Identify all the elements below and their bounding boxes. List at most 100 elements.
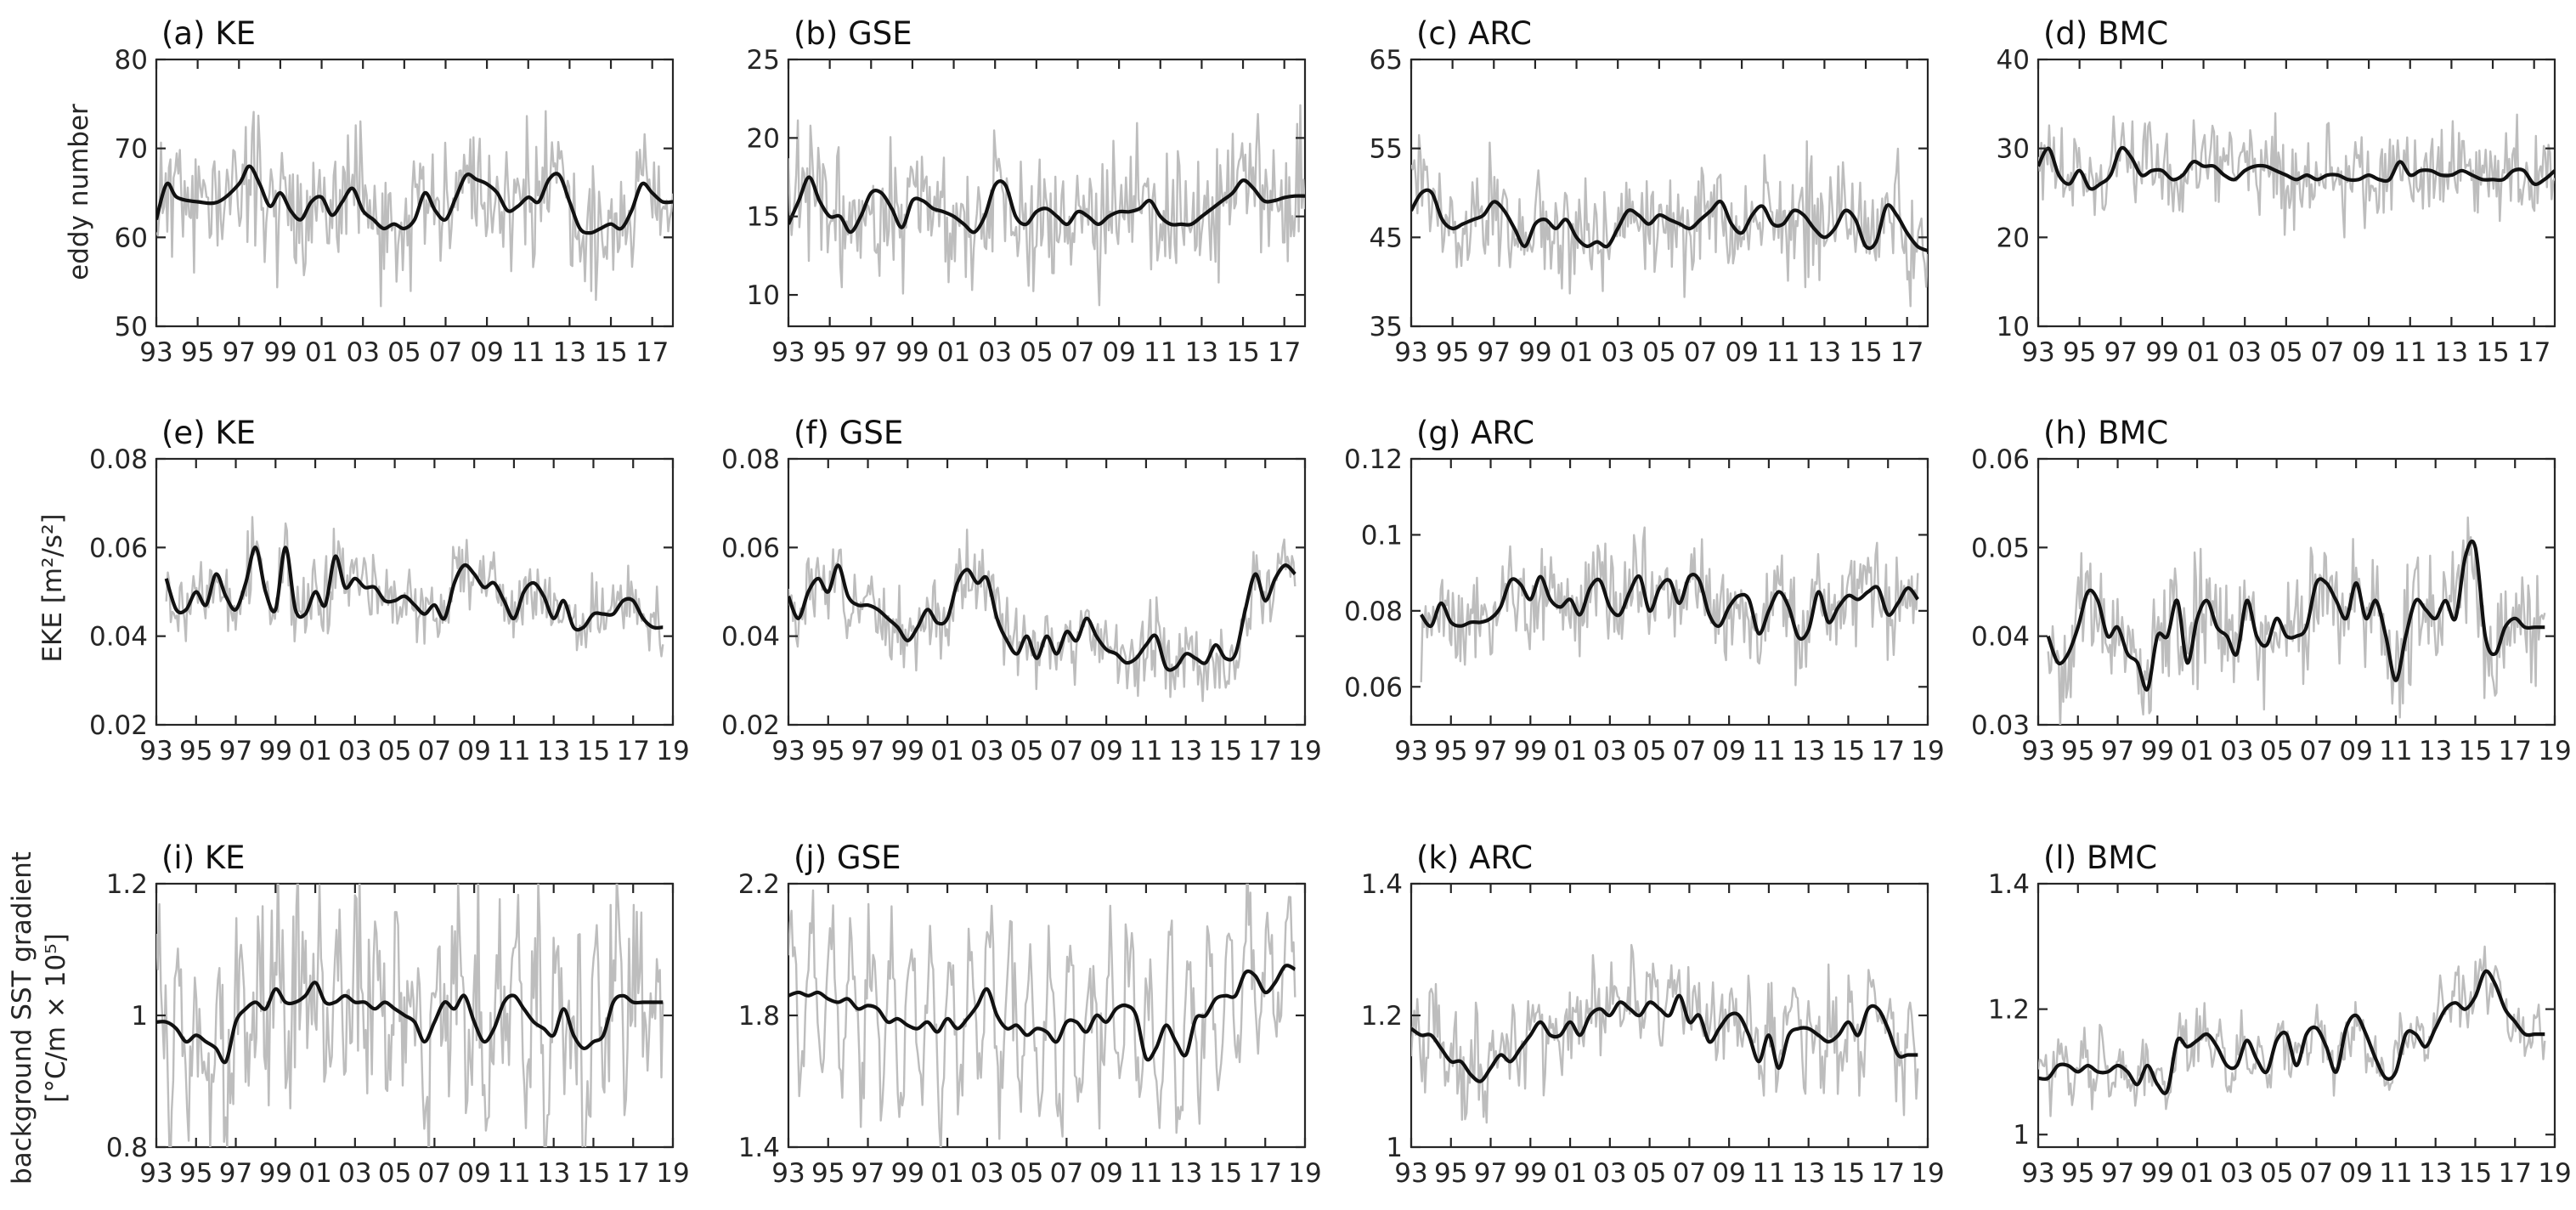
- panel-9-xtick-label-10: 13: [537, 1158, 570, 1189]
- panel-3-xtick-label-5: 03: [1601, 337, 1634, 368]
- panel-11-raw-series: [1411, 943, 1919, 1124]
- panel-10-xtick-label-1: 95: [811, 1158, 845, 1189]
- panel-6-ytick-label-1: 0.04: [721, 622, 780, 653]
- panel-12-xtick-label-13: 19: [2538, 1158, 2571, 1189]
- panel-4: 10 20 30 40 93 95 97 99 01 03 05 07 09 11 13 15 17 (d) BM…: [1997, 15, 2556, 368]
- panel-8-ytick-label-2: 0.05: [1971, 533, 2030, 563]
- panel-2-ytick-label-0: 10: [747, 280, 780, 311]
- panel-1-xtick-label-12: 17: [636, 337, 669, 368]
- panel-5: 0.02 0.04 0.06 0.08 93 95 97 99 01 03 05 07 09 11 13 15…: [89, 415, 690, 766]
- panel-5-ytick-label-0: 0.02: [89, 710, 148, 741]
- panel-11-xtick-label-7: 07: [1673, 1158, 1706, 1189]
- panel-9-xtick-label-5: 03: [338, 1158, 371, 1189]
- panel-12-ytick-label-0: 1: [2013, 1120, 2030, 1151]
- panel-11-xtick-label-0: 93: [1394, 1158, 1427, 1189]
- panel-10-xtick-label-4: 01: [930, 1158, 963, 1189]
- panel-5-xtick-label-5: 03: [338, 736, 371, 766]
- panel-4-ytick-label-2: 30: [1997, 134, 2030, 165]
- panel-12-ytick-label-2: 1.4: [1988, 869, 2030, 900]
- panel-8: 0.03 0.04 0.05 0.06 93 95 97 99 01 03 05 07 09 11 13 15…: [1971, 415, 2572, 766]
- panel-11-xtick-label-9: 11: [1752, 1158, 1785, 1189]
- panel-2-raw-series: [788, 104, 1305, 307]
- panel-11-ytick-label-1: 1.2: [1361, 1001, 1403, 1032]
- panel-5-xtick-label-6: 05: [378, 736, 411, 766]
- panel-4-ytick-label-1: 20: [1997, 223, 2030, 253]
- panel-2: 10 15 20 25 93 95 97 99 01 03 05 07 09 11 13 15 17 (b) GS…: [747, 15, 1307, 368]
- panel-2-xtick-label-9: 11: [1144, 337, 1177, 368]
- panel-12-xtick-label-10: 13: [2419, 1158, 2452, 1189]
- panel-9-xtick-label-7: 07: [418, 1158, 451, 1189]
- panel-8-xtick-label-5: 03: [2220, 736, 2253, 766]
- panel-4-ytick-label-0: 10: [1997, 312, 2030, 342]
- panel-2-xtick-label-4: 01: [937, 337, 970, 368]
- panel-1-ytick-label-3: 80: [115, 45, 148, 76]
- panel-12-xtick-label-5: 03: [2220, 1158, 2253, 1189]
- panel-2-xtick-label-3: 99: [895, 337, 929, 368]
- panel-3-raw-series: [1411, 133, 1928, 308]
- panel-4-xtick-label-6: 05: [2269, 337, 2302, 368]
- panel-5-xtick-label-9: 11: [497, 736, 530, 766]
- panel-11-xtick-label-6: 05: [1633, 1158, 1666, 1189]
- panel-8-xtick-label-11: 15: [2459, 736, 2492, 766]
- panel-5-xtick-label-4: 01: [298, 736, 331, 766]
- panel-10-xtick-label-6: 05: [1010, 1158, 1043, 1189]
- panel-3-xtick-label-12: 17: [1890, 337, 1924, 368]
- panel-1: 50 60 70 80 93 95 97 99 01 03 05 07 09 11 13 15 17 (a) KE: [115, 15, 675, 368]
- panel-11-title: (k) ARC: [1416, 840, 1533, 876]
- panel-7-xtick-label-4: 01: [1553, 736, 1586, 766]
- panel-7-ytick-label-3: 0.12: [1344, 444, 1403, 475]
- panel-4-xtick-label-8: 09: [2352, 337, 2385, 368]
- panel-8-xtick-label-4: 01: [2180, 736, 2213, 766]
- panel-10-title: (j) GSE: [794, 840, 901, 876]
- panel-9-ytick-label-2: 1.2: [106, 869, 148, 900]
- panel-7-smoothed-series: [1419, 573, 1920, 641]
- panel-4-xtick-label-11: 15: [2476, 337, 2509, 368]
- panel-1-xtick-label-0: 93: [139, 337, 172, 368]
- panel-10-xtick-label-12: 17: [1249, 1158, 1282, 1189]
- panel-8-ytick-label-3: 0.06: [1971, 444, 2030, 475]
- panel-6-xtick-label-6: 05: [1010, 736, 1043, 766]
- panel-9-raw-series: [156, 884, 664, 1147]
- panel-2-ytick-label-3: 25: [747, 45, 780, 76]
- panel-4-xtick-label-0: 93: [2021, 337, 2054, 368]
- row-3-ylabel-line-2: [°C/m × 10⁵]: [41, 933, 71, 1103]
- panel-9-xtick-label-9: 11: [497, 1158, 530, 1189]
- panel-3-xtick-label-1: 95: [1436, 337, 1469, 368]
- panel-6-ytick-label-0: 0.02: [721, 710, 780, 741]
- row-1-ylabel: eddy number: [64, 104, 94, 280]
- panel-7-ytick-label-1: 0.08: [1344, 597, 1403, 627]
- panel-4-smoothed-series: [2038, 145, 2555, 191]
- panel-10-xtick-label-9: 11: [1129, 1158, 1162, 1189]
- panel-2-title: (b) GSE: [794, 15, 912, 52]
- panel-12-xtick-label-11: 15: [2459, 1158, 2492, 1189]
- panel-7-xtick-label-12: 17: [1872, 736, 1905, 766]
- panel-12-xtick-label-6: 05: [2260, 1158, 2293, 1189]
- panel-10-smoothed-series: [788, 964, 1296, 1062]
- panel-6-xtick-label-3: 99: [891, 736, 924, 766]
- panel-6: 0.02 0.04 0.06 0.08 93 95 97 99 01 03 05 07 09 11 13 15…: [721, 415, 1322, 766]
- panel-5-title: (e) KE: [161, 415, 256, 451]
- panel-8-xtick-label-2: 97: [2101, 736, 2134, 766]
- panel-2-xtick-label-5: 03: [978, 337, 1011, 368]
- panel-12-xtick-label-9: 11: [2379, 1158, 2412, 1189]
- panel-3-xtick-label-7: 07: [1684, 337, 1717, 368]
- panel-5-xtick-label-3: 99: [259, 736, 292, 766]
- panel-1-title: (a) KE: [161, 15, 256, 52]
- panel-9-xtick-label-4: 01: [298, 1158, 331, 1189]
- panel-7-xtick-label-10: 13: [1792, 736, 1825, 766]
- panel-11-smoothed-series: [1411, 993, 1918, 1083]
- panel-9-ytick-label-0: 0.8: [106, 1133, 148, 1163]
- panel-12-raw-series: [2038, 945, 2546, 1117]
- panel-5-xtick-label-12: 17: [617, 736, 650, 766]
- panel-4-xtick-label-10: 13: [2435, 337, 2468, 368]
- panel-9-xtick-label-6: 05: [378, 1158, 411, 1189]
- panel-10-xtick-label-8: 09: [1089, 1158, 1122, 1189]
- panel-6-xtick-label-12: 17: [1249, 736, 1282, 766]
- panel-7-xtick-label-2: 97: [1474, 736, 1507, 766]
- panel-6-ytick-label-3: 0.08: [721, 444, 780, 475]
- panel-1-ytick-label-2: 70: [115, 134, 148, 165]
- panel-9-xtick-label-11: 15: [577, 1158, 610, 1189]
- panel-3-ytick-label-1: 45: [1370, 223, 1403, 253]
